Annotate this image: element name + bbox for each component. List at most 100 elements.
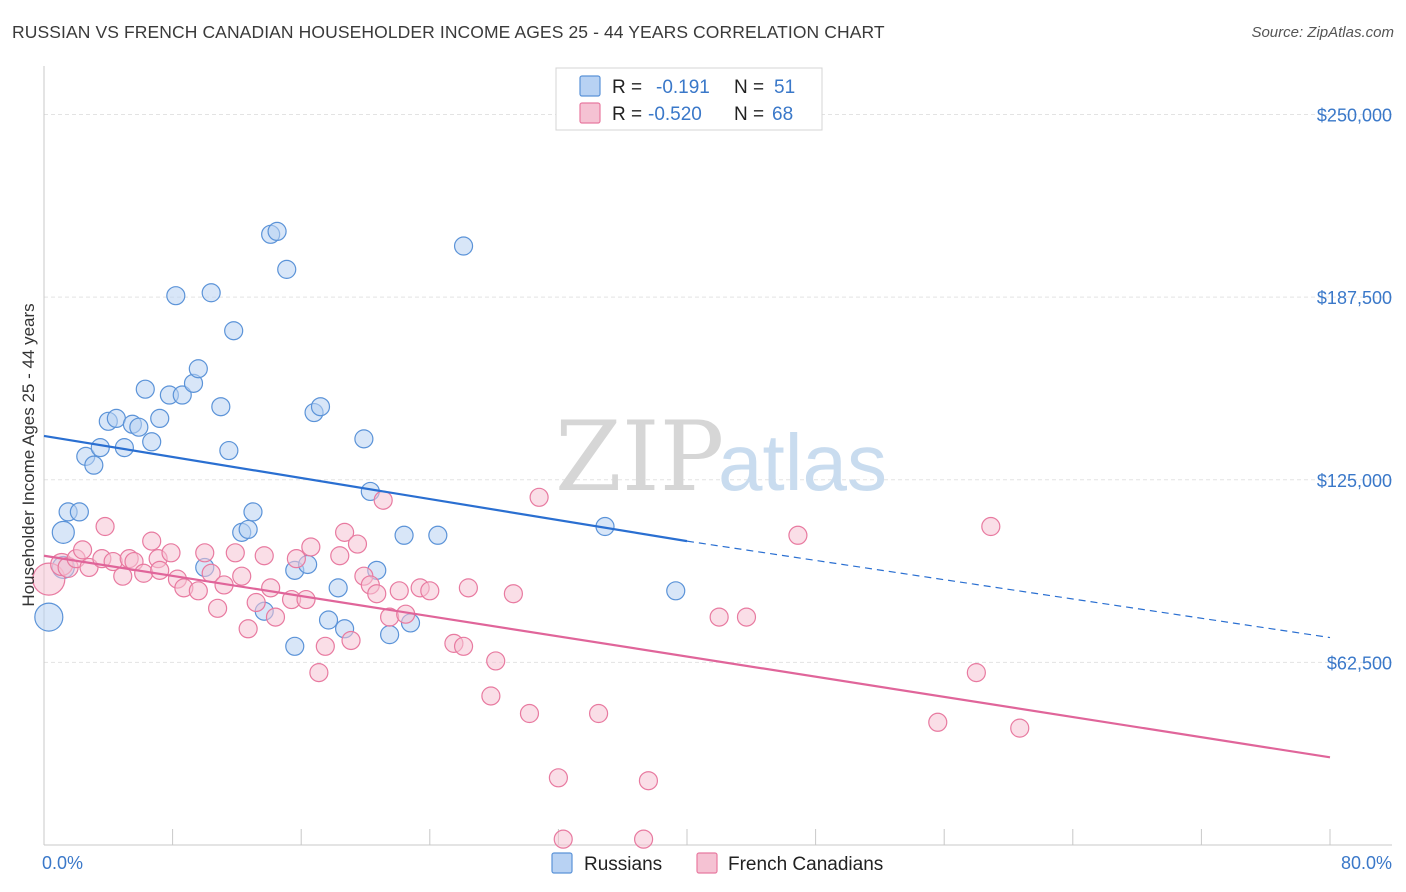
russians-point-45: [394, 525, 414, 545]
french-point-24: [225, 543, 245, 563]
watermark-atlas: atlas: [718, 418, 887, 507]
russians-point-13: [135, 379, 155, 399]
french-point-49: [420, 581, 440, 601]
french-point-63: [709, 607, 729, 627]
french-point-7: [95, 516, 115, 537]
legend-n-value-french: 68: [772, 104, 793, 125]
y-tick-labels: $62,500 $125,000 $187,500 $250,000: [1317, 106, 1392, 674]
french-point-69: [1010, 718, 1030, 738]
french-point-37: [330, 546, 350, 566]
french-point-38: [335, 522, 355, 542]
watermark-zip: ZIP: [555, 401, 724, 513]
bottom-legend-french: French Canadians: [728, 854, 883, 875]
french-point-27: [246, 592, 266, 613]
legend-n-label-russians: N =: [734, 77, 764, 98]
french-point-30: [265, 607, 286, 627]
russians-point-23: [211, 397, 231, 417]
russians-point-9: [106, 408, 126, 429]
y-tick-label-0: $62,500: [1327, 653, 1392, 673]
legend-r-label-russians: R =: [612, 77, 642, 98]
french-point-44: [373, 490, 393, 510]
french-point-59: [553, 829, 573, 849]
russians-point-22: [201, 283, 221, 303]
russians-point-4: [69, 502, 89, 522]
french-point-64: [736, 607, 757, 627]
french-point-51: [453, 636, 474, 656]
french-point-65: [788, 525, 808, 545]
y-tick-label-2: $187,500: [1317, 288, 1392, 308]
russians-point-15: [150, 408, 170, 429]
french-point-16: [161, 543, 181, 563]
x-tick-label-0: 0.0%: [42, 853, 83, 873]
russians-point-20: [188, 359, 208, 379]
french-point-28: [254, 546, 274, 566]
french-point-13: [142, 531, 162, 551]
bottom-legend-swatch-russians: [551, 852, 573, 874]
russians-point-41: [354, 429, 374, 449]
french-point-4: [72, 540, 93, 560]
russians-point-50: [666, 581, 686, 601]
russians-point-31: [267, 221, 287, 241]
legend-n-value-russians: 51: [774, 77, 795, 98]
french-point-53: [481, 686, 501, 706]
trend-lines: [43, 434, 1331, 759]
bottom-legend-swatch-french: [696, 852, 718, 874]
y-axis-label: Householder Income Ages 25 - 44 years: [19, 303, 38, 606]
russians-point-24: [219, 440, 239, 461]
french-point-67: [966, 663, 986, 683]
french-point-35: [309, 663, 329, 683]
french-point-15: [150, 560, 170, 580]
russians-point-17: [166, 286, 186, 306]
french-point-46: [389, 581, 409, 601]
french-point-26: [238, 619, 258, 639]
french-point-33: [296, 589, 316, 610]
legend-swatch-russians: [579, 75, 601, 97]
french-point-66: [928, 712, 948, 732]
russians-point-12: [129, 417, 149, 437]
y-tick-label-1: $125,000: [1317, 471, 1392, 491]
french-point-52: [458, 578, 478, 598]
french-point-36: [315, 636, 335, 656]
russians-point-2: [51, 520, 75, 544]
data-points: [32, 221, 1030, 849]
french-point-55: [503, 584, 523, 604]
russians-point-33: [285, 636, 305, 656]
french-point-61: [633, 829, 654, 849]
french-point-56: [519, 703, 540, 724]
legend-swatch-french: [579, 102, 601, 124]
french-point-25: [232, 566, 252, 586]
russians-point-38: [318, 610, 339, 630]
french-point-54: [486, 651, 506, 671]
russians-point-39: [328, 578, 348, 598]
y-tick-label-3: $250,000: [1317, 106, 1392, 126]
french-point-57: [529, 487, 549, 507]
russians-point-6: [84, 455, 104, 475]
french-point-40: [347, 534, 368, 554]
russians-point-18: [172, 385, 192, 405]
russians-point-28: [243, 502, 263, 522]
russians-point-47: [428, 525, 448, 545]
x-tick-labels: 0.0% 80.0%: [42, 853, 1392, 873]
russians-point-7: [90, 438, 110, 458]
french-point-34: [301, 537, 321, 557]
legend-n-label-french: N =: [734, 104, 764, 125]
french-point-19: [188, 581, 208, 601]
russians-trend-extension: [686, 540, 1331, 639]
russians-point-27: [238, 519, 258, 540]
russians-trend-line: [43, 434, 688, 543]
source-label: Source: ZipAtlas.com: [1251, 24, 1394, 41]
russians-point-25: [224, 321, 244, 341]
french-trend-line: [43, 554, 1331, 759]
french-point-58: [548, 768, 569, 788]
russians-point-44: [380, 625, 400, 645]
french-point-29: [261, 578, 281, 598]
chart-title: RUSSIAN VS FRENCH CANADIAN HOUSEHOLDER I…: [12, 22, 885, 42]
legend: R = -0.191 N = 51 R = -0.520 N = 68: [555, 67, 823, 131]
french-point-62: [638, 771, 659, 791]
russians-point-48: [453, 236, 474, 256]
x-tick-label-1: 80.0%: [1341, 853, 1392, 873]
french-point-22: [208, 598, 228, 618]
french-point-60: [588, 703, 609, 724]
legend-r-value-russians: -0.191: [656, 77, 710, 98]
